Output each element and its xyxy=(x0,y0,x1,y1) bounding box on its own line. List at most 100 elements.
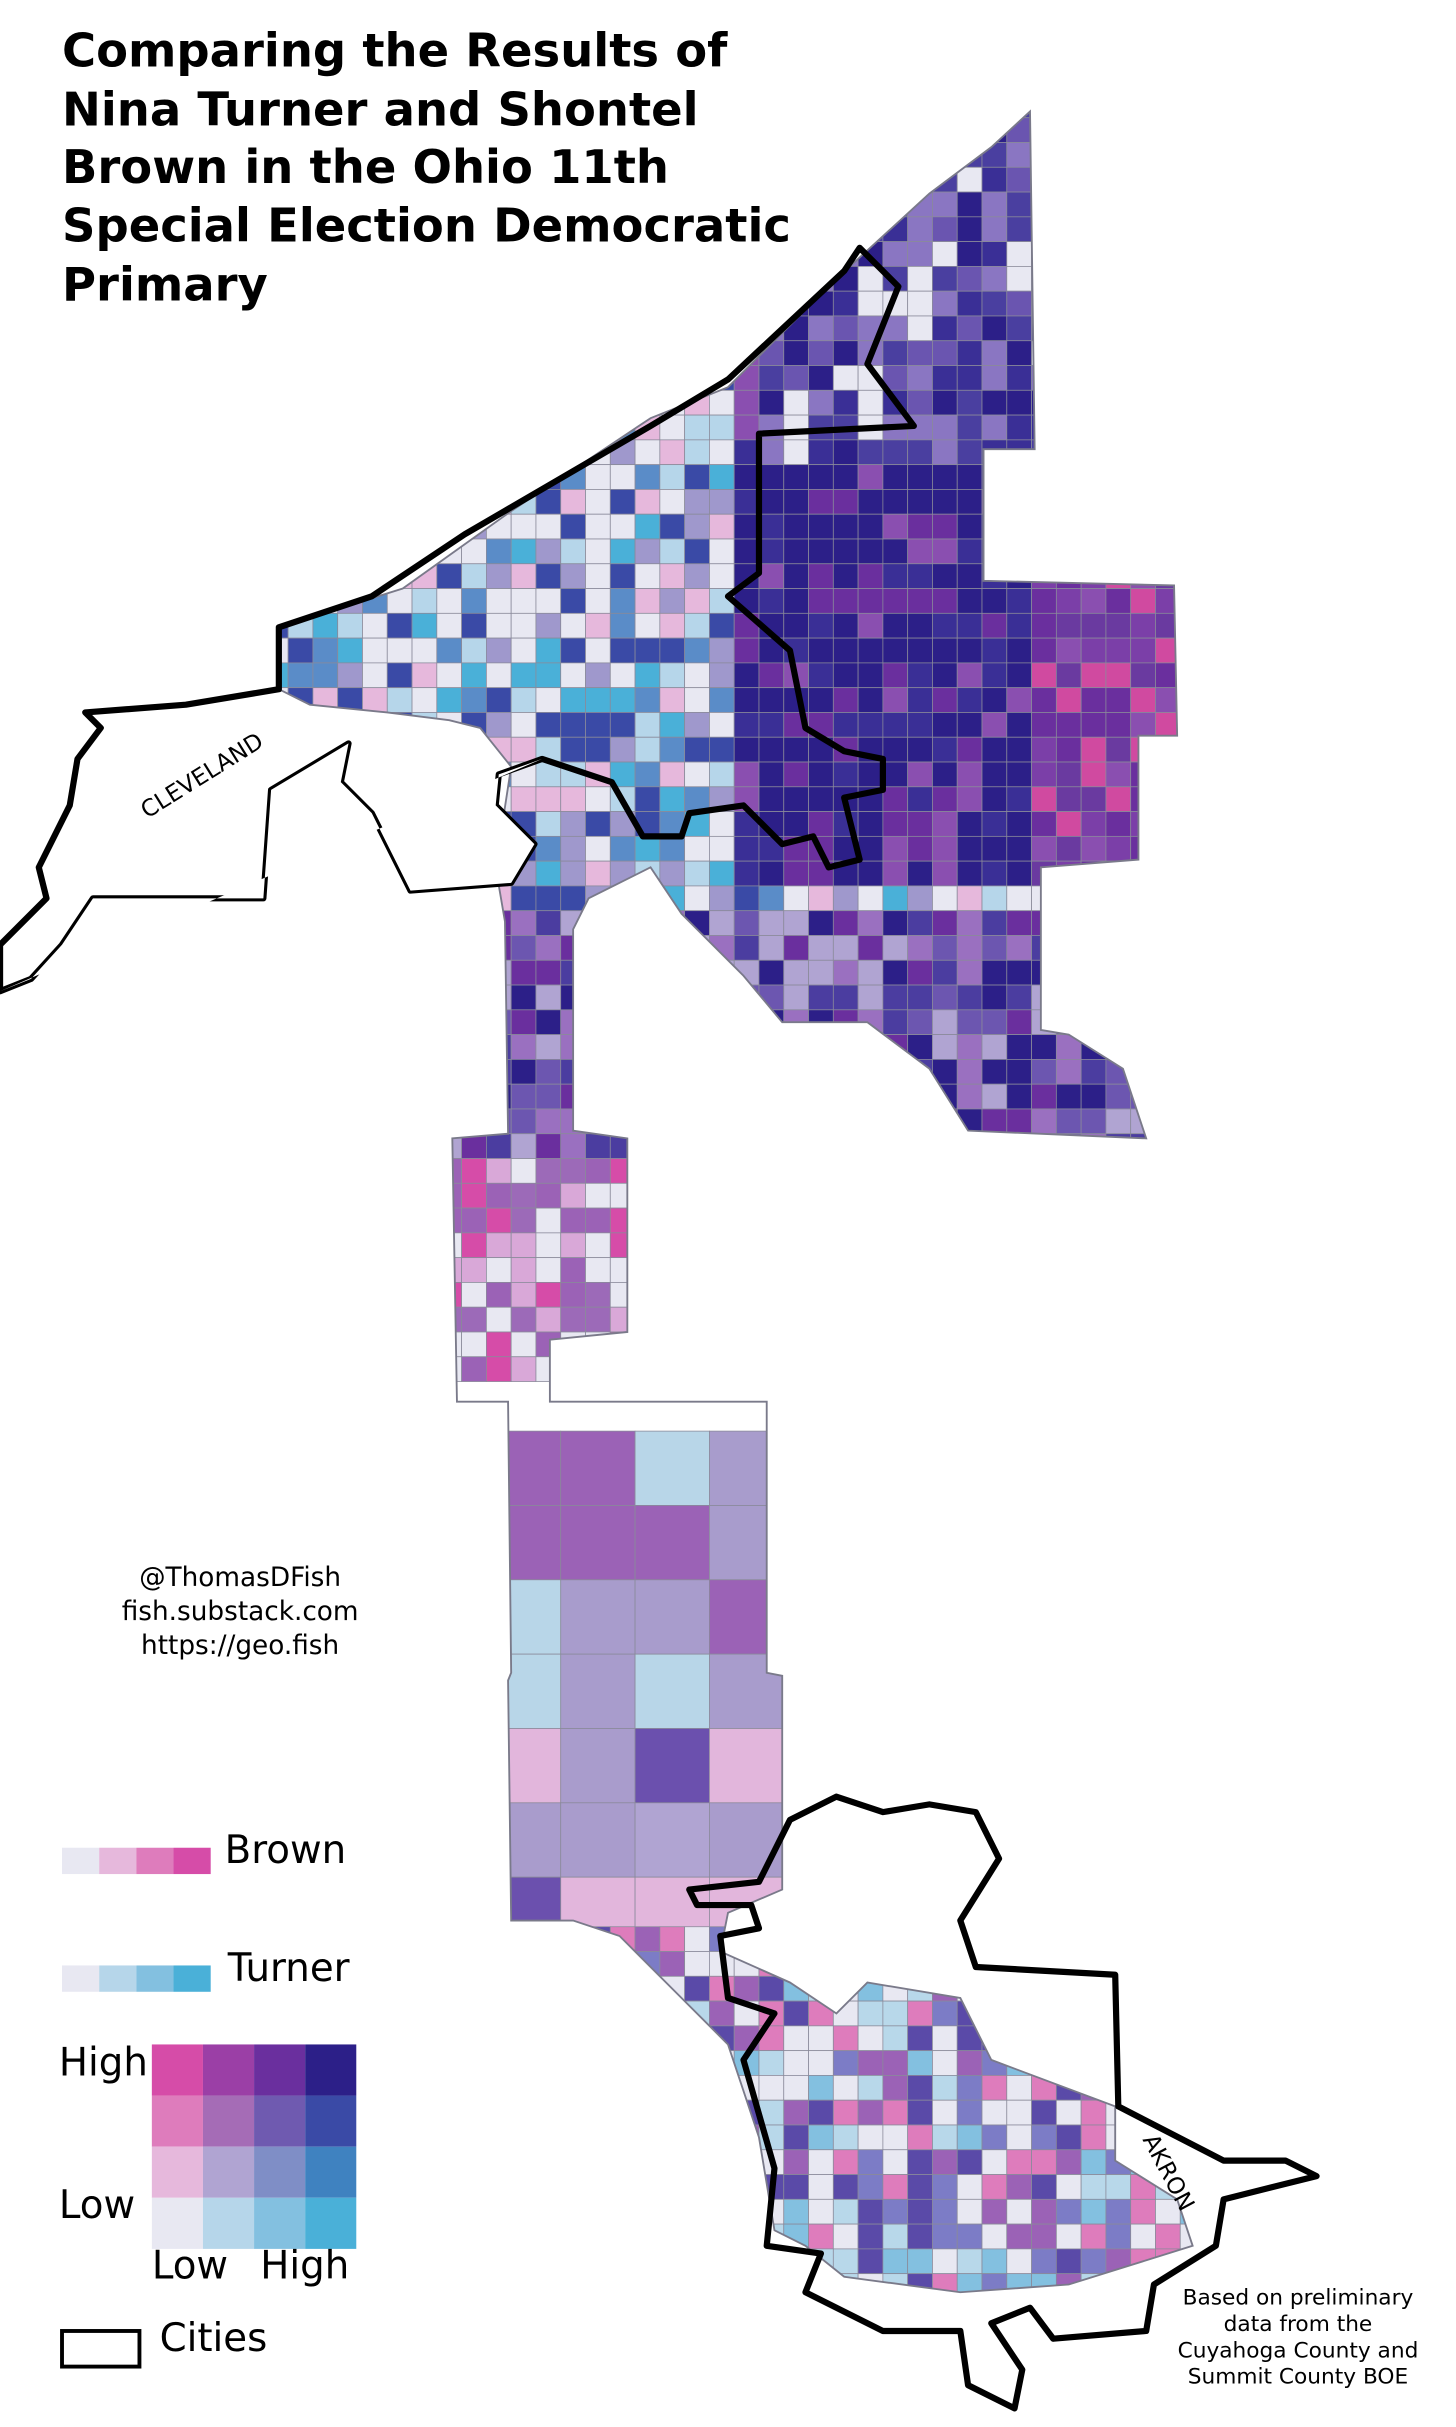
precinct xyxy=(634,1926,661,1952)
precinct xyxy=(436,414,462,441)
precinct xyxy=(882,2050,909,2076)
precinct xyxy=(1055,1158,1082,1184)
precinct xyxy=(411,662,438,689)
precinct xyxy=(932,1331,958,1358)
precinct xyxy=(1105,811,1132,837)
precinct xyxy=(436,1232,462,1259)
precinct xyxy=(882,786,909,812)
precinct xyxy=(411,1356,438,1382)
precinct xyxy=(1155,2398,1180,2423)
legend-swatch xyxy=(151,2197,203,2249)
precinct xyxy=(684,1034,710,1060)
precinct xyxy=(386,1951,413,1977)
precinct xyxy=(436,1926,462,1952)
precinct xyxy=(263,2373,288,2398)
precinct xyxy=(510,984,537,1011)
precinct xyxy=(857,1876,933,1952)
precinct xyxy=(585,1975,611,2002)
precinct xyxy=(783,2099,809,2126)
precinct xyxy=(1080,687,1107,713)
precinct xyxy=(857,1083,884,1110)
precinct xyxy=(758,2273,785,2293)
precinct xyxy=(907,1207,933,1234)
precinct xyxy=(932,2298,957,2323)
precinct xyxy=(857,687,884,713)
precinct xyxy=(783,910,809,936)
precinct xyxy=(510,2099,537,2126)
precinct xyxy=(659,365,686,391)
precinct xyxy=(560,786,586,812)
precinct xyxy=(709,290,735,317)
legend: Brown Turner High Low Low High Cities xyxy=(59,1828,357,2369)
precinct xyxy=(709,2099,735,2126)
precinct xyxy=(1205,440,1230,465)
precinct xyxy=(1130,811,1156,837)
precinct xyxy=(411,1232,438,1259)
precinct xyxy=(312,414,339,441)
precinct xyxy=(411,439,438,466)
precinct xyxy=(1080,2124,1107,2151)
precinct xyxy=(684,2124,710,2151)
precinct xyxy=(1080,117,1107,143)
precinct xyxy=(609,365,636,391)
precinct xyxy=(1006,2223,1032,2250)
precinct xyxy=(907,563,933,589)
precinct xyxy=(1155,786,1181,812)
precinct xyxy=(634,1356,661,1382)
precinct xyxy=(709,340,735,366)
precinct xyxy=(981,117,1008,143)
precinct xyxy=(560,414,586,441)
precinct xyxy=(1105,1158,1132,1184)
precinct xyxy=(709,2223,735,2250)
precinct xyxy=(362,1306,388,1333)
precinct xyxy=(312,563,339,589)
precinct xyxy=(758,142,785,168)
precinct xyxy=(485,637,512,664)
precinct xyxy=(709,2323,734,2348)
precinct xyxy=(932,1356,958,1382)
precinct xyxy=(1205,787,1230,812)
precinct xyxy=(1155,2298,1180,2323)
precinct xyxy=(1155,1257,1181,1283)
precinct xyxy=(386,2000,413,2027)
precinct xyxy=(882,637,909,664)
precinct xyxy=(585,1059,611,1085)
precinct xyxy=(808,2050,834,2076)
precinct xyxy=(956,2174,983,2200)
precinct xyxy=(832,2198,859,2225)
precinct xyxy=(733,959,760,986)
precinct xyxy=(585,2050,611,2076)
precinct xyxy=(956,216,983,243)
precinct xyxy=(1080,1876,1156,1952)
precinct xyxy=(808,612,834,639)
precinct xyxy=(758,266,785,292)
precinct xyxy=(585,1282,611,1308)
precinct xyxy=(1179,340,1193,366)
precinct xyxy=(659,439,686,466)
precinct xyxy=(1080,1975,1107,2002)
precinct xyxy=(610,2348,635,2373)
credit-line: fish.substack.com xyxy=(122,1597,359,1627)
precinct xyxy=(1055,365,1082,391)
precinct xyxy=(857,885,884,912)
precinct xyxy=(758,1951,785,1977)
precinct xyxy=(634,1653,710,1729)
precinct xyxy=(386,2075,413,2101)
precinct xyxy=(634,1331,661,1358)
precinct xyxy=(278,389,289,416)
precinct xyxy=(981,959,1008,986)
precinct xyxy=(535,612,562,639)
precinct xyxy=(956,489,983,515)
precinct xyxy=(783,1182,809,1209)
precinct xyxy=(758,1133,785,1159)
precinct xyxy=(386,1207,413,1234)
precinct xyxy=(1155,2099,1181,2126)
precinct xyxy=(981,563,1008,589)
precinct xyxy=(733,389,760,416)
precinct xyxy=(411,464,438,490)
precinct xyxy=(609,662,636,689)
precinct xyxy=(634,1232,661,1259)
precinct xyxy=(278,2000,289,2027)
precinct xyxy=(437,2422,462,2427)
precinct xyxy=(1130,111,1156,119)
